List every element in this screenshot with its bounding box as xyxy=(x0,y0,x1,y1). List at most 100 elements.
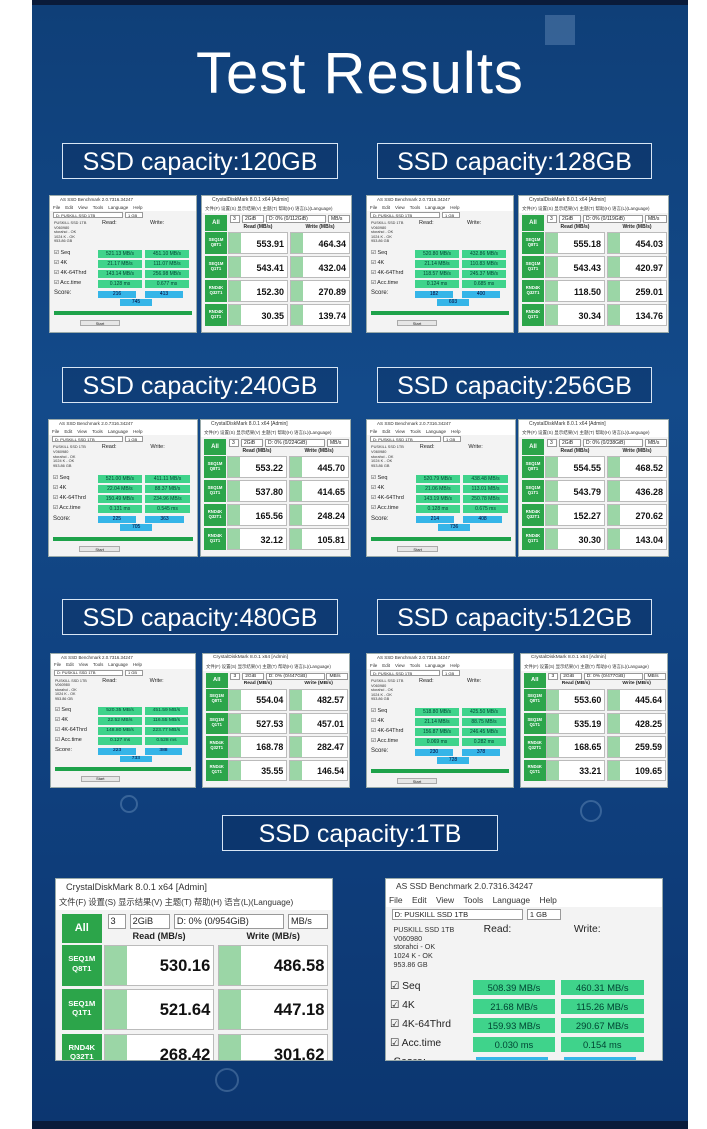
checkbox-icon[interactable]: ☑ xyxy=(371,260,378,266)
all-button[interactable]: All xyxy=(204,439,226,455)
test-label[interactable]: ☑ Seq xyxy=(53,475,69,481)
test-label[interactable]: ☑ 4K xyxy=(390,999,415,1011)
menu-item[interactable]: Language xyxy=(425,663,446,668)
start-button[interactable]: Start xyxy=(80,320,120,326)
checkbox-icon[interactable]: ☑ xyxy=(371,495,378,501)
menu-item[interactable]: Help xyxy=(450,663,460,668)
size-select[interactable]: 2GiB xyxy=(242,215,264,223)
size-select[interactable]: 1 GB xyxy=(442,670,460,676)
unit-select[interactable]: MB/s xyxy=(644,672,667,681)
test-label[interactable]: SEQ1M Q1T1 xyxy=(205,712,228,735)
unit-select[interactable]: MB/s xyxy=(326,672,349,681)
test-label[interactable]: SEQ1M Q1T1 xyxy=(204,480,226,502)
menu-item[interactable]: File xyxy=(370,663,378,668)
test-label[interactable]: SEQ1M Q8T1 xyxy=(205,689,228,711)
size-select[interactable]: 2GiB xyxy=(559,215,581,223)
menu-item[interactable]: File xyxy=(389,895,403,906)
menu-item[interactable]: File xyxy=(54,661,62,667)
test-label[interactable]: ☑ 4K-64Thrd xyxy=(371,728,403,734)
menu-item[interactable]: View xyxy=(395,663,405,668)
size-select[interactable]: 2GiB xyxy=(241,439,263,447)
test-label[interactable]: RND4K Q1T1 xyxy=(204,528,226,550)
test-label[interactable]: RND4K Q1T1 xyxy=(205,304,227,326)
runs-select[interactable]: 3 xyxy=(229,439,239,447)
drive-select[interactable]: D: PUSKILL SSD 1TB xyxy=(370,212,440,218)
checkbox-icon[interactable]: ☑ xyxy=(55,736,62,743)
drive-select[interactable]: D: PUSKILL SSD 1TB xyxy=(53,212,123,218)
test-label[interactable]: RND4K Q1T1 xyxy=(522,304,544,326)
test-label[interactable]: RND4K Q1T1 xyxy=(205,759,228,782)
menu-item[interactable]: File xyxy=(53,205,61,210)
checkbox-icon[interactable]: ☑ xyxy=(55,717,62,724)
test-label[interactable]: ☑ 4K-64Thrd xyxy=(390,1018,451,1030)
test-label[interactable]: ☑ Seq xyxy=(371,250,387,256)
test-label[interactable]: ☑ Seq xyxy=(54,250,70,256)
menu-item[interactable]: Language xyxy=(107,429,129,435)
checkbox-icon[interactable]: ☑ xyxy=(55,707,62,714)
test-label[interactable]: RND4K Q32T1 xyxy=(204,504,226,526)
menu-item[interactable]: Help xyxy=(451,429,461,435)
menu-item[interactable]: Edit xyxy=(412,895,427,906)
menu-item[interactable]: Language xyxy=(108,205,129,210)
drive-select[interactable]: D: PUSKILL SSD 1TB xyxy=(53,669,123,676)
size-select[interactable]: 2GiB xyxy=(242,672,264,681)
test-label[interactable]: SEQ1M Q1T1 xyxy=(205,256,227,278)
menu-item[interactable]: Tools xyxy=(93,661,104,667)
menu-item[interactable]: Tools xyxy=(463,895,484,906)
menu-item[interactable]: Language xyxy=(108,661,128,667)
test-label[interactable]: ☑ Acc.time xyxy=(390,1037,441,1049)
checkbox-icon[interactable]: ☑ xyxy=(371,728,378,734)
unit-select[interactable]: MB/s xyxy=(328,215,350,223)
test-label[interactable]: ☑ 4K-64Thrd xyxy=(371,270,403,276)
test-label[interactable]: SEQ1M Q8T1 xyxy=(204,456,226,478)
test-label[interactable]: RND4K Q32T1 xyxy=(205,280,227,302)
all-button[interactable]: All xyxy=(61,913,103,944)
drive-select[interactable]: D: 0% (0/954GiB) xyxy=(173,913,285,929)
drive-select[interactable]: D: 0% (0/477GiB) xyxy=(583,672,643,681)
runs-select[interactable]: 3 xyxy=(230,672,241,681)
menu-item[interactable]: View xyxy=(78,205,88,210)
checkbox-icon[interactable]: ☑ xyxy=(371,474,378,481)
checkbox-icon[interactable]: ☑ xyxy=(53,474,60,481)
start-button[interactable]: Start xyxy=(397,320,437,326)
test-label[interactable]: RND4K Q1T1 xyxy=(523,759,546,782)
checkbox-icon[interactable]: ☑ xyxy=(53,495,60,501)
all-button[interactable]: All xyxy=(522,215,544,231)
menu-item[interactable]: Help xyxy=(450,205,460,210)
test-label[interactable]: ☑ Acc.time xyxy=(371,738,398,744)
checkbox-icon[interactable]: ☑ xyxy=(371,718,378,724)
checkbox-icon[interactable]: ☑ xyxy=(54,280,61,286)
test-label[interactable]: ☑ 4K-64Thrd xyxy=(53,495,86,501)
menu-item[interactable]: Language xyxy=(425,205,446,210)
menu-item[interactable]: Tools xyxy=(92,205,104,210)
all-button[interactable]: All xyxy=(523,672,546,689)
size-select[interactable]: 2GiB xyxy=(560,672,582,681)
checkbox-icon[interactable]: ☑ xyxy=(55,727,62,733)
checkbox-icon[interactable]: ☑ xyxy=(54,250,61,256)
menu-item[interactable]: Edit xyxy=(382,663,391,668)
test-label[interactable]: SEQ1M Q1T1 xyxy=(61,989,103,1030)
menu-item[interactable]: Help xyxy=(539,895,557,906)
test-label[interactable]: ☑ Seq xyxy=(55,707,71,713)
drive-select[interactable]: D: PUSKILL SSD 1TB xyxy=(391,909,524,921)
runs-select[interactable]: 3 xyxy=(547,439,557,447)
test-label[interactable]: RND4K Q32T1 xyxy=(205,736,228,758)
checkbox-icon[interactable]: ☑ xyxy=(53,505,60,512)
all-button[interactable]: All xyxy=(205,215,227,231)
menu-item[interactable]: Help xyxy=(132,661,143,667)
menu-item[interactable]: Edit xyxy=(382,429,391,435)
test-label[interactable]: ☑ Acc.time xyxy=(371,280,398,286)
test-label[interactable]: RND4K Q1T1 xyxy=(522,528,544,550)
size-select[interactable]: 2GiB xyxy=(559,439,581,447)
drive-select[interactable]: D: PUSKILL SSD 1TB xyxy=(370,670,440,676)
drive-select[interactable]: D: 0% (0/119GiB) xyxy=(583,215,643,223)
menu-item[interactable]: Help xyxy=(133,205,143,210)
drive-select[interactable]: D: 0% (0/112GiB) xyxy=(266,215,326,223)
drive-select[interactable]: D: 0% (0/238GiB) xyxy=(583,439,643,447)
menu-item[interactable]: File xyxy=(52,429,60,435)
runs-select[interactable]: 3 xyxy=(107,913,126,929)
menu-item[interactable]: Edit xyxy=(65,205,74,210)
start-button[interactable]: Start xyxy=(79,545,120,552)
menu-item[interactable]: Tools xyxy=(409,663,421,668)
test-label[interactable]: ☑ Seq xyxy=(371,708,387,714)
